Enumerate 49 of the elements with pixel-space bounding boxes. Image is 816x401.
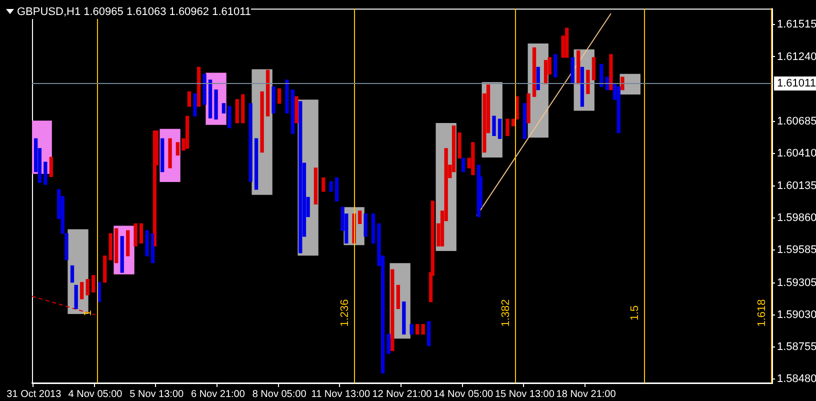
y-tick-label: 1.61240: [777, 50, 816, 63]
candlestick: [185, 116, 190, 149]
candlestick: [126, 230, 130, 256]
candlestick: [160, 138, 164, 172]
candlestick: [396, 284, 400, 310]
x-tick-label: 31 Oct 2013: [6, 388, 62, 400]
y-tick-label: 1.58755: [777, 341, 816, 354]
y-tick-label: 1.60685: [777, 116, 816, 128]
candlestick: [145, 230, 149, 256]
candlestick: [70, 265, 74, 283]
chart-title: GBPUSD,H1 1.60965 1.61063 1.60962 1.61011: [17, 6, 252, 19]
candlestick: [49, 156, 53, 178]
candlestick: [506, 118, 510, 136]
y-tick-label: 1.59305: [777, 276, 816, 289]
x-tick-label: 5 Nov 13:00: [130, 388, 184, 400]
annotation: 1.382: [500, 299, 512, 327]
candlestick: [322, 177, 326, 192]
x-tick-label: 8 Nov 05:00: [252, 388, 307, 400]
candlestick: [187, 91, 192, 107]
annotation: 1: [82, 310, 94, 316]
y-tick-label: 1.59030: [777, 308, 816, 321]
y-tick-label: 1.59860: [777, 212, 816, 224]
y-tick-label: 1.61515: [777, 18, 816, 31]
y-tick-label: 1.60410: [777, 148, 816, 160]
candlestick: [80, 282, 84, 300]
y-tick-label: 1.58480: [777, 373, 816, 386]
x-tick-label: 6 Nov 21:00: [190, 388, 246, 400]
candlestick: [254, 138, 258, 190]
annotation: 1.236: [339, 299, 352, 327]
candlestick: [580, 66, 584, 107]
candlestick: [196, 66, 201, 107]
y-tick-label: 1.60135: [777, 180, 816, 192]
x-tick-label: 12 Nov 21:00: [372, 388, 432, 400]
ref-line-label: 1.61011: [777, 78, 816, 90]
x-tick-label: 15 Nov 13:00: [494, 388, 555, 400]
candlestick: [277, 88, 282, 104]
x-tick-label: 18 Nov 21:00: [556, 388, 616, 400]
x-tick-label: 4 Nov 05:00: [68, 388, 123, 400]
annotation: 1.618: [756, 299, 768, 327]
candlestick: [462, 158, 466, 172]
candlestick: [290, 89, 295, 134]
candlestick: [74, 284, 78, 310]
annotation: 1.5: [629, 305, 642, 321]
x-tick-label: 14 Nov 05:00: [434, 388, 494, 400]
y-tick-label: 1.59585: [777, 244, 816, 256]
candlestick: [492, 116, 496, 136]
candlestick: [565, 28, 569, 58]
candlestick: [329, 181, 333, 192]
x-tick-label: 11 Nov 13:00: [311, 388, 370, 400]
